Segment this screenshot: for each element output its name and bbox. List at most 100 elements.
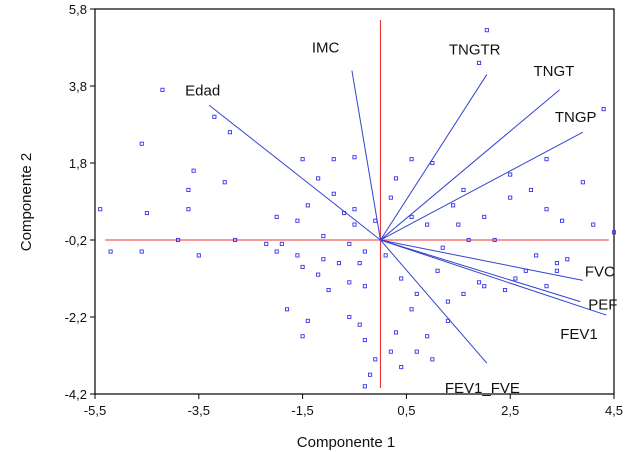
- data-point: [430, 160, 435, 166]
- vector-label: TNGP: [555, 109, 597, 126]
- data-point: [409, 307, 414, 312]
- data-point: [368, 372, 373, 377]
- data-point: [482, 214, 487, 219]
- data-point: [108, 249, 113, 254]
- data-point: [477, 60, 482, 65]
- data-point: [554, 268, 559, 273]
- data-point: [560, 218, 565, 223]
- data-point: [388, 195, 393, 200]
- data-point: [523, 268, 528, 273]
- data-point: [352, 222, 357, 227]
- y-tick-label: -0,2: [65, 233, 87, 248]
- data-point: [611, 230, 617, 235]
- vector-line: [380, 239, 581, 303]
- data-point: [139, 249, 144, 254]
- data-point: [160, 87, 165, 92]
- data-point: [414, 291, 419, 296]
- data-point: [321, 234, 326, 239]
- plot-frame: [94, 8, 615, 395]
- data-point: [362, 249, 367, 254]
- data-point: [445, 318, 450, 323]
- data-point: [399, 365, 404, 370]
- x-axis-ticks: -5,5 -3,5 -1,5 0,5 2,5 4,5: [84, 394, 623, 418]
- data-point: [284, 307, 290, 312]
- vector-label: TNGTR: [449, 41, 501, 58]
- data-point: [502, 288, 508, 293]
- data-point: [326, 288, 331, 293]
- x-tick-label: 2,5: [501, 403, 519, 418]
- data-point: [316, 176, 321, 181]
- vector-line: [380, 89, 560, 241]
- vector-label: FVC: [585, 263, 615, 280]
- score-points: [98, 28, 617, 389]
- vector-line: [380, 74, 488, 241]
- data-point: [305, 203, 310, 208]
- data-point: [227, 130, 232, 135]
- vector-label: TNGT: [534, 63, 575, 80]
- data-point: [534, 253, 539, 258]
- y-tick-label: -2,2: [65, 310, 87, 325]
- data-point: [274, 249, 279, 254]
- data-point: [342, 210, 347, 216]
- y-tick-label: -4,2: [65, 387, 87, 402]
- data-point: [393, 176, 399, 181]
- data-point: [484, 28, 489, 33]
- data-point: [565, 257, 570, 262]
- y-tick-label: 1,8: [69, 156, 87, 171]
- data-point: [362, 338, 367, 343]
- y-axis-ticks: 5,8 3,8 1,8 -0,2 -2,2 -4,2: [65, 2, 95, 402]
- data-point: [331, 157, 336, 162]
- data-point: [601, 107, 606, 112]
- data-point: [388, 349, 393, 354]
- data-point: [300, 157, 305, 162]
- data-point: [383, 253, 388, 258]
- data-point: [233, 237, 238, 243]
- data-point: [456, 222, 461, 227]
- data-point: [352, 207, 357, 212]
- y-axis-title: Componente 2: [18, 153, 35, 251]
- data-point: [352, 155, 357, 160]
- data-point: [425, 334, 430, 339]
- data-point: [295, 253, 300, 258]
- data-point: [580, 180, 585, 185]
- y-tick-label: 3,8: [69, 79, 87, 94]
- data-point: [409, 214, 414, 219]
- x-tick-label: 4,5: [605, 403, 623, 418]
- data-point: [347, 241, 352, 246]
- data-point: [316, 272, 321, 277]
- vector-line: [208, 104, 381, 241]
- x-tick-label: -1,5: [291, 403, 313, 418]
- data-point: [399, 276, 404, 281]
- data-point: [554, 261, 559, 266]
- data-point: [347, 314, 352, 320]
- data-point: [461, 291, 466, 296]
- vector-line: [380, 239, 583, 281]
- data-point: [508, 172, 513, 177]
- vector-labels: IMC TNGTR TNGT TNGP Edad FVC PEF FEV1 FEV1_FVE: [185, 40, 617, 398]
- data-point: [414, 349, 419, 354]
- vector-label: IMC: [312, 40, 340, 57]
- data-point: [508, 195, 513, 200]
- vector-line: [351, 70, 381, 241]
- vector-line: [380, 131, 584, 241]
- data-point: [264, 241, 269, 246]
- data-point: [461, 187, 466, 193]
- data-point: [544, 157, 549, 162]
- data-point: [186, 207, 191, 212]
- data-point: [357, 322, 362, 327]
- data-point: [425, 222, 430, 227]
- data-point: [186, 187, 191, 193]
- data-point: [357, 261, 362, 266]
- data-point: [430, 357, 435, 362]
- data-point: [409, 157, 414, 162]
- data-point: [477, 280, 482, 285]
- data-point: [393, 330, 399, 335]
- vector-label: PEF: [588, 297, 617, 314]
- data-point: [544, 284, 549, 289]
- data-point: [373, 357, 378, 362]
- data-point: [513, 276, 518, 281]
- data-point: [466, 237, 471, 243]
- data-point: [331, 191, 336, 196]
- x-tick-label: 0,5: [397, 403, 415, 418]
- data-point: [300, 264, 305, 270]
